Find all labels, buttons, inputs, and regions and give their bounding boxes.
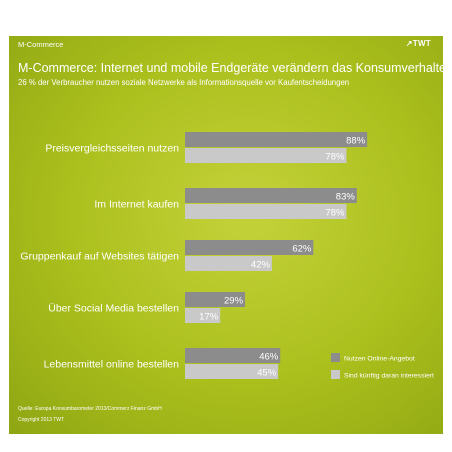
chart-title: M-Commerce: Internet und mobile Endgerät… <box>18 61 443 75</box>
data-label: 42% <box>251 260 271 271</box>
chart-subtitle: 26 % der Verbraucher nutzen soziale Netz… <box>18 78 350 87</box>
category-label: Preisvergleichsseiten nutzen <box>45 143 179 155</box>
legend-label: Sind künftig daran interessiert <box>344 373 434 380</box>
bar-nutzen <box>185 240 314 255</box>
category-label: Gruppenkauf auf Websites tätigen <box>20 251 179 263</box>
data-label: 78% <box>325 152 345 163</box>
category-label: Lebensmittel online bestellen <box>44 359 180 371</box>
copyright-note: Copyright 2013 TWT <box>18 417 65 423</box>
data-label: 46% <box>259 352 279 363</box>
bar-nutzen <box>185 348 281 363</box>
category-label: Über Social Media bestellen <box>48 303 179 315</box>
data-label: 78% <box>325 208 345 219</box>
bar-interessiert <box>185 308 221 323</box>
bar-nutzen <box>185 292 246 307</box>
legend-swatch <box>331 353 340 362</box>
data-label: 17% <box>199 312 219 323</box>
legend-label: Nutzen Online-Angebot <box>344 356 415 363</box>
bar-interessiert <box>185 204 347 219</box>
source-note: Quelle: Europa Konsumbarometer 2013/Comm… <box>18 406 162 412</box>
legend-swatch <box>331 370 340 379</box>
data-label: 62% <box>292 244 312 255</box>
bar-interessiert <box>185 148 347 163</box>
data-label: 45% <box>257 368 277 379</box>
section-label: M-Commerce <box>18 40 64 49</box>
bar-nutzen <box>185 188 357 203</box>
bar-interessiert <box>185 256 272 271</box>
twt-logo: ↗TWT <box>405 39 431 48</box>
bar-interessiert <box>185 364 279 379</box>
data-label: 29% <box>224 296 244 307</box>
data-label: 83% <box>336 192 356 203</box>
data-label: 88% <box>346 136 366 147</box>
category-label: Im Internet kaufen <box>94 199 179 211</box>
chart-slide: M-Commerce ↗TWT M-Commerce: Internet und… <box>9 36 443 434</box>
bar-nutzen <box>185 132 368 147</box>
